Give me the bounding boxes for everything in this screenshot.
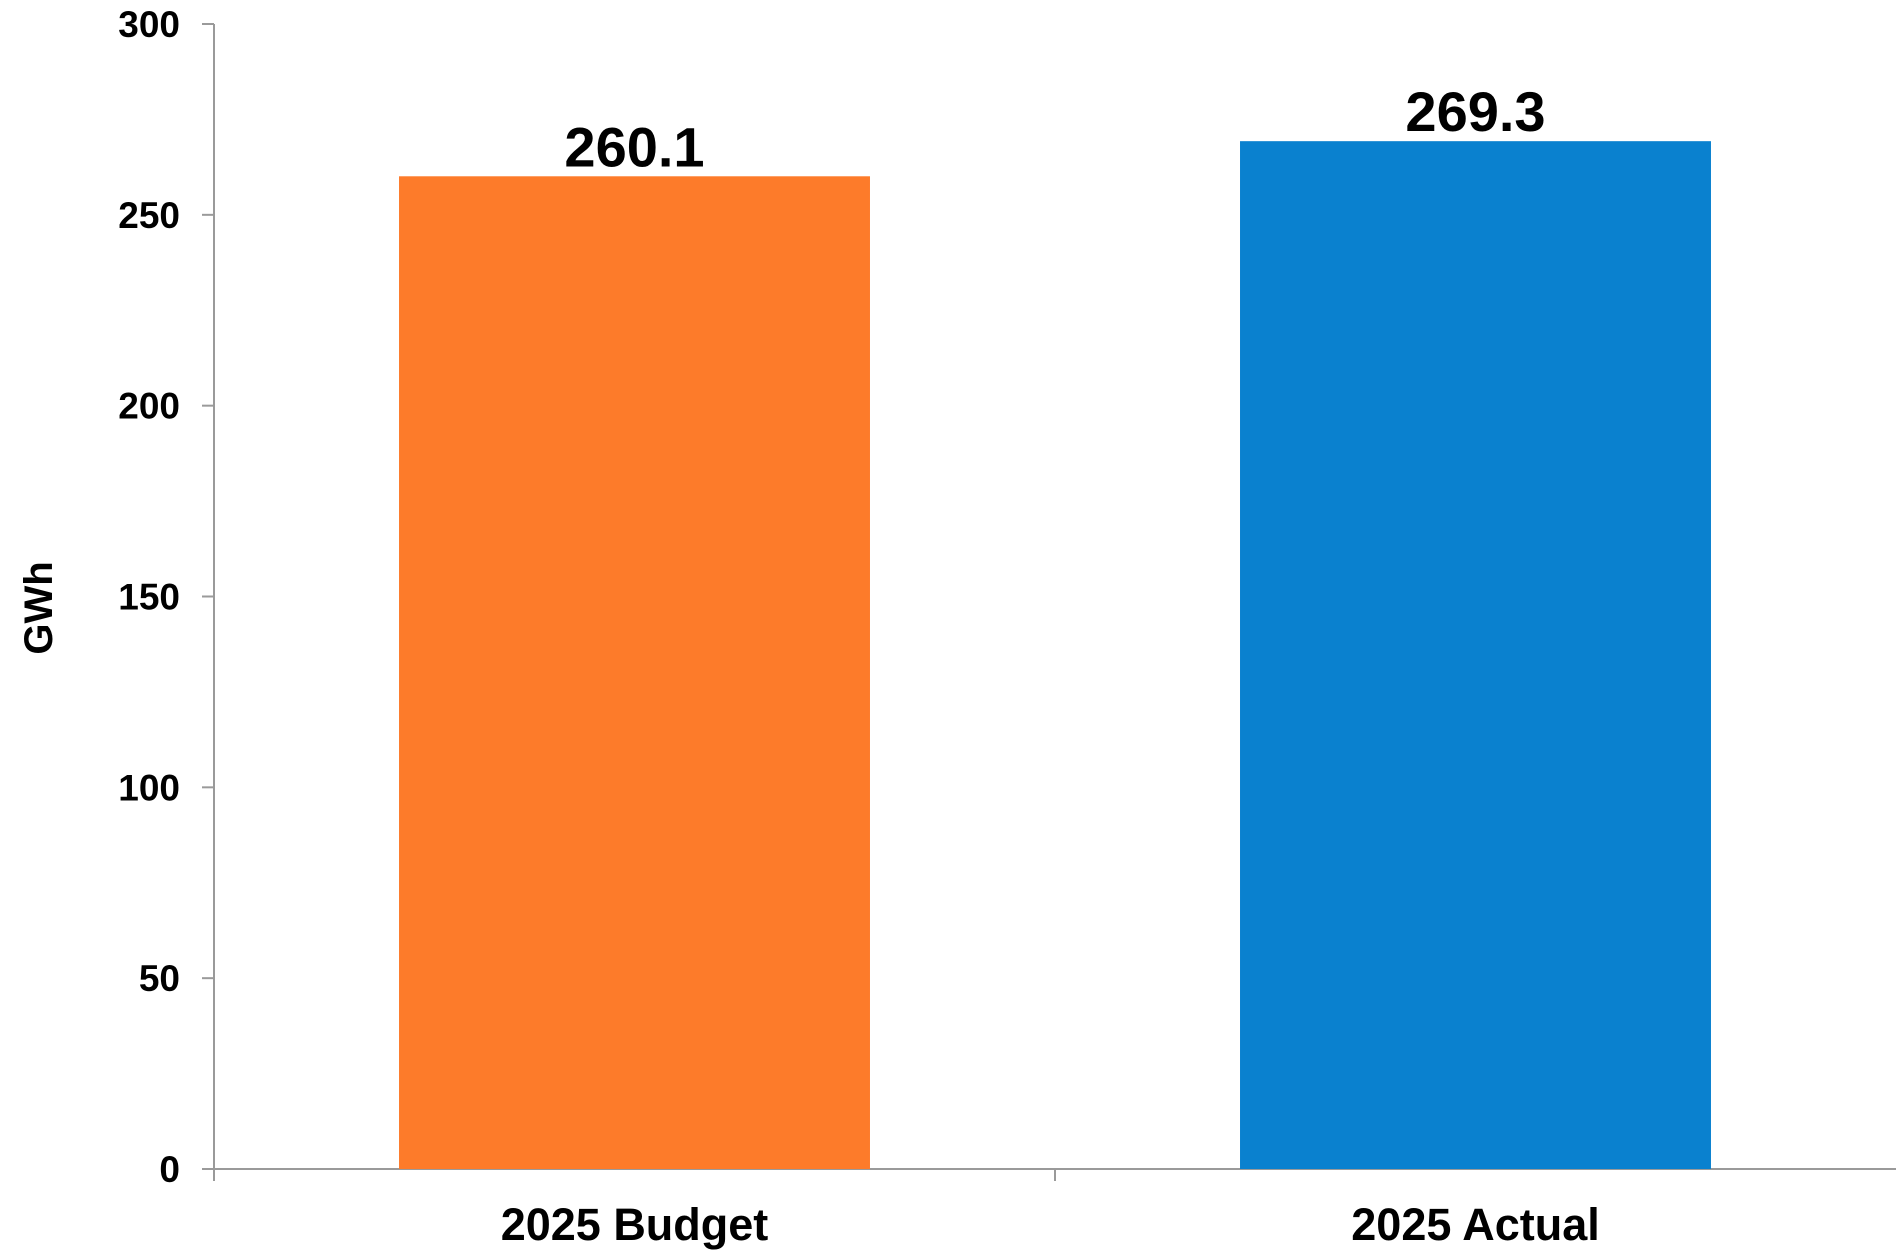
data-label: 269.3 <box>1405 80 1545 143</box>
bar-budget <box>399 176 870 1169</box>
y-tick-label: 50 <box>139 958 180 999</box>
y-tick-label: 0 <box>159 1149 180 1190</box>
y-tick-label: 300 <box>118 4 180 45</box>
y-tick-label: 100 <box>118 767 180 808</box>
y-tick-label: 150 <box>118 577 180 618</box>
bar-actual <box>1240 141 1711 1170</box>
data-label: 260.1 <box>564 115 704 178</box>
y-axis-title: GWh <box>17 561 61 654</box>
y-tick-label: 250 <box>118 195 180 236</box>
x-axis: 2025 Budget 2025 Actual <box>214 1168 1896 1250</box>
bar-series <box>399 141 1711 1170</box>
y-axis: 0 50 100 150 200 250 300 <box>118 4 215 1190</box>
y-tick-label: 200 <box>118 386 180 427</box>
x-category-label: 2025 Actual <box>1351 1199 1599 1250</box>
data-labels: 260.1 269.3 <box>564 80 1545 178</box>
x-category-label: 2025 Budget <box>501 1199 769 1250</box>
